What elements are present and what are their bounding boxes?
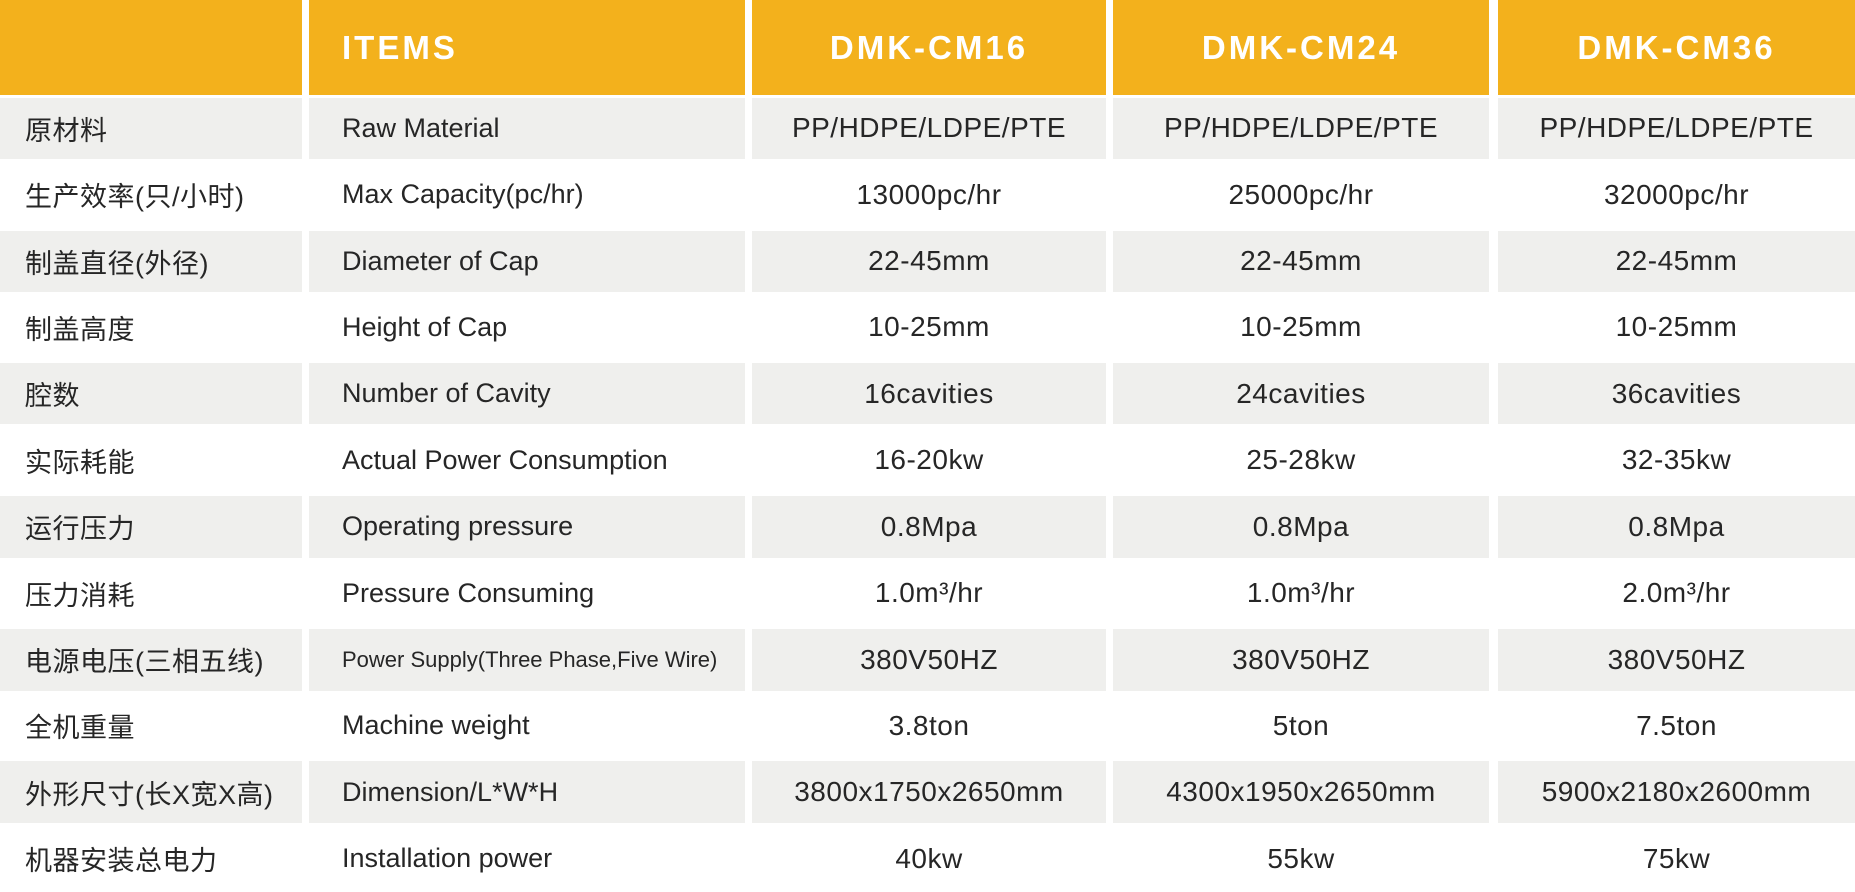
label-cn: 全机重量 bbox=[0, 692, 302, 760]
value-cm16: 16-20kw bbox=[745, 427, 1106, 494]
table-body: 原材料 Raw Material PP/HDPE/LDPE/PTE PP/HDP… bbox=[0, 95, 1855, 892]
value-cm36: 22-45mm bbox=[1489, 227, 1855, 295]
value-cm16: 16cavities bbox=[745, 360, 1106, 428]
value-cm24: 5ton bbox=[1106, 692, 1489, 760]
value-cm24: 4300x1950x2650mm bbox=[1106, 759, 1489, 826]
value-cm24: PP/HDPE/LDPE/PTE bbox=[1106, 95, 1489, 162]
value-cm24: 55kw bbox=[1106, 825, 1489, 892]
value-cm24: 25000pc/hr bbox=[1106, 161, 1489, 228]
label-en: Actual Power Consumption bbox=[302, 427, 745, 494]
value-cm36: PP/HDPE/LDPE/PTE bbox=[1489, 95, 1855, 162]
label-cn: 制盖直径(外径) bbox=[0, 227, 302, 295]
value-cm36: 75kw bbox=[1489, 825, 1855, 892]
value-cm16: 380V50HZ bbox=[745, 626, 1106, 693]
value-cm24: 380V50HZ bbox=[1106, 626, 1489, 693]
row-number-of-cavity: 腔数 Number of Cavity 16cavities 24cavitie… bbox=[0, 360, 1855, 428]
value-cm16: 0.8Mpa bbox=[745, 493, 1106, 560]
label-cn: 腔数 bbox=[0, 360, 302, 428]
label-en: Machine weight bbox=[302, 692, 745, 760]
value-cm24: 0.8Mpa bbox=[1106, 493, 1489, 560]
label-en: Installation power bbox=[302, 825, 745, 892]
header-model-dmk-cm16: DMK-CM16 bbox=[745, 0, 1106, 95]
label-en: Raw Material bbox=[302, 95, 745, 162]
label-cn: 原材料 bbox=[0, 95, 302, 162]
row-raw-material: 原材料 Raw Material PP/HDPE/LDPE/PTE PP/HDP… bbox=[0, 95, 1855, 162]
value-cm36: 5900x2180x2600mm bbox=[1489, 759, 1855, 826]
header-blank-cell bbox=[0, 0, 302, 95]
row-actual-power-consumption: 实际耗能 Actual Power Consumption 16-20kw 25… bbox=[0, 427, 1855, 494]
label-en: Pressure Consuming bbox=[302, 559, 745, 627]
value-cm16: 1.0m³/hr bbox=[745, 559, 1106, 627]
row-machine-weight: 全机重量 Machine weight 3.8ton 5ton 7.5ton bbox=[0, 692, 1855, 760]
label-en: Diameter of Cap bbox=[302, 227, 745, 295]
label-cn: 压力消耗 bbox=[0, 559, 302, 627]
value-cm36: 2.0m³/hr bbox=[1489, 559, 1855, 627]
value-cm24: 1.0m³/hr bbox=[1106, 559, 1489, 627]
value-cm36: 32-35kw bbox=[1489, 427, 1855, 494]
row-max-capacity: 生产效率(只/小时) Max Capacity(pc/hr) 13000pc/h… bbox=[0, 161, 1855, 228]
label-en: Height of Cap bbox=[302, 294, 745, 361]
label-cn: 外形尺寸(长X宽X高) bbox=[0, 759, 302, 826]
value-cm16: 3800x1750x2650mm bbox=[745, 759, 1106, 826]
value-cm16: PP/HDPE/LDPE/PTE bbox=[745, 95, 1106, 162]
header-model-dmk-cm36: DMK-CM36 bbox=[1489, 0, 1855, 95]
value-cm24: 25-28kw bbox=[1106, 427, 1489, 494]
label-cn: 生产效率(只/小时) bbox=[0, 161, 302, 228]
label-en: Number of Cavity bbox=[302, 360, 745, 428]
row-power-supply: 电源电压(三相五线) Power Supply(Three Phase,Five… bbox=[0, 626, 1855, 693]
row-installation-power: 机器安装总电力 Installation power 40kw 55kw 75k… bbox=[0, 825, 1855, 892]
value-cm16: 40kw bbox=[745, 825, 1106, 892]
value-cm16: 3.8ton bbox=[745, 692, 1106, 760]
row-diameter-of-cap: 制盖直径(外径) Diameter of Cap 22-45mm 22-45mm… bbox=[0, 227, 1855, 295]
row-dimension: 外形尺寸(长X宽X高) Dimension/L*W*H 3800x1750x26… bbox=[0, 759, 1855, 826]
label-cn: 电源电压(三相五线) bbox=[0, 626, 302, 693]
value-cm36: 380V50HZ bbox=[1489, 626, 1855, 693]
value-cm24: 24cavities bbox=[1106, 360, 1489, 428]
label-en: Max Capacity(pc/hr) bbox=[302, 161, 745, 228]
value-cm16: 13000pc/hr bbox=[745, 161, 1106, 228]
header-model-dmk-cm24: DMK-CM24 bbox=[1106, 0, 1489, 95]
row-operating-pressure: 运行压力 Operating pressure 0.8Mpa 0.8Mpa 0.… bbox=[0, 493, 1855, 560]
value-cm36: 0.8Mpa bbox=[1489, 493, 1855, 560]
value-cm36: 32000pc/hr bbox=[1489, 161, 1855, 228]
label-en: Dimension/L*W*H bbox=[302, 759, 745, 826]
label-en: Operating pressure bbox=[302, 493, 745, 560]
value-cm36: 36cavities bbox=[1489, 360, 1855, 428]
label-cn: 实际耗能 bbox=[0, 427, 302, 494]
value-cm36: 7.5ton bbox=[1489, 692, 1855, 760]
value-cm24: 10-25mm bbox=[1106, 294, 1489, 361]
value-cm36: 10-25mm bbox=[1489, 294, 1855, 361]
value-cm16: 10-25mm bbox=[745, 294, 1106, 361]
table-header-row: ITEMS DMK-CM16 DMK-CM24 DMK-CM36 bbox=[0, 0, 1855, 95]
label-cn: 运行压力 bbox=[0, 493, 302, 560]
value-cm16: 22-45mm bbox=[745, 227, 1106, 295]
label-cn: 机器安装总电力 bbox=[0, 825, 302, 892]
label-en: Power Supply(Three Phase,Five Wire) bbox=[302, 626, 745, 693]
row-height-of-cap: 制盖高度 Height of Cap 10-25mm 10-25mm 10-25… bbox=[0, 294, 1855, 361]
header-items-cell: ITEMS bbox=[302, 0, 745, 95]
label-cn: 制盖高度 bbox=[0, 294, 302, 361]
value-cm24: 22-45mm bbox=[1106, 227, 1489, 295]
row-pressure-consuming: 压力消耗 Pressure Consuming 1.0m³/hr 1.0m³/h… bbox=[0, 559, 1855, 627]
